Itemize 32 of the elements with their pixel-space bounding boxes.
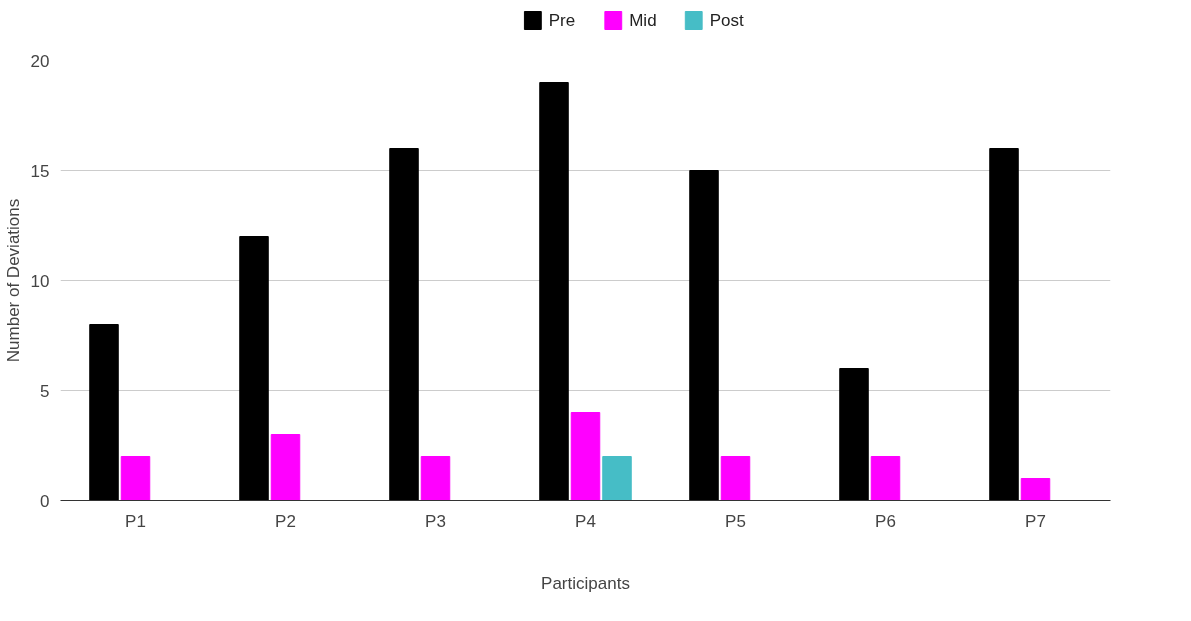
legend-label: Mid — [629, 11, 657, 30]
y-tick-label: 20 — [30, 51, 50, 71]
bar — [239, 236, 269, 501]
bar — [839, 368, 869, 501]
bar — [1020, 478, 1051, 501]
y-tick-label: 0 — [40, 491, 50, 511]
bar — [89, 324, 119, 501]
bar — [270, 434, 301, 501]
bar — [389, 148, 419, 501]
bar — [420, 456, 451, 501]
bar — [602, 456, 632, 501]
y-tick-label: 15 — [30, 161, 50, 181]
x-tick-label: P1 — [125, 511, 146, 531]
bar — [120, 456, 151, 501]
legend-label: Post — [709, 11, 744, 30]
y-tick-label: 5 — [40, 381, 50, 401]
x-tick-label: P7 — [1025, 511, 1046, 531]
legend-label: Pre — [548, 11, 576, 30]
x-tick-label: P3 — [425, 511, 446, 531]
bar — [539, 82, 569, 501]
x-tick-label: P2 — [275, 511, 296, 531]
y-axis-title: Number of Deviations — [3, 198, 23, 363]
x-tick-label: P5 — [725, 511, 746, 531]
x-axis-title: Participants — [541, 573, 630, 593]
bar — [570, 412, 601, 501]
bar — [870, 456, 901, 501]
x-tick-label: P6 — [875, 511, 896, 531]
bar — [720, 456, 751, 501]
bar — [689, 170, 719, 501]
y-tick-label: 10 — [30, 271, 50, 291]
bar — [989, 148, 1019, 501]
x-tick-label: P4 — [575, 511, 596, 531]
